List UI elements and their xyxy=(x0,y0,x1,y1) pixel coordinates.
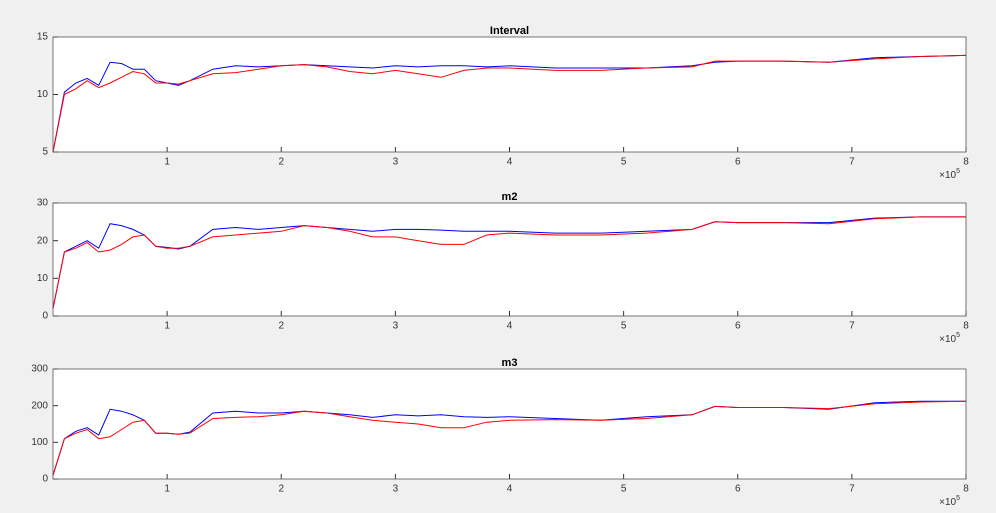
x-tick-label: 6 xyxy=(735,484,741,495)
y-tick-label: 15 xyxy=(37,32,49,43)
x-tick-label: 1 xyxy=(164,321,170,332)
x-tick-label: 5 xyxy=(621,321,627,332)
x-tick-label: 4 xyxy=(507,321,513,332)
x-tick-label: 8 xyxy=(963,484,969,495)
y-tick-label: 100 xyxy=(31,437,48,448)
chart-title: m2 xyxy=(502,191,518,203)
plot-area xyxy=(53,203,966,316)
x-tick-label: 3 xyxy=(393,321,399,332)
plot-area xyxy=(53,369,966,479)
x-tick-label: 1 xyxy=(164,157,170,168)
x-multiplier-base: ×10 xyxy=(939,334,956,345)
y-tick-label: 10 xyxy=(37,89,49,100)
x-tick-label: 8 xyxy=(963,321,969,332)
x-multiplier-exponent: 5 xyxy=(956,168,960,175)
plot-area xyxy=(53,37,966,152)
y-tick-label: 0 xyxy=(42,311,48,322)
x-tick-label: 3 xyxy=(393,157,399,168)
x-tick-label: 6 xyxy=(735,321,741,332)
y-tick-label: 10 xyxy=(37,273,49,284)
x-tick-label: 2 xyxy=(278,157,284,168)
x-tick-label: 4 xyxy=(507,484,513,495)
x-tick-label: 5 xyxy=(621,484,627,495)
x-multiplier-base: ×10 xyxy=(939,170,956,181)
y-tick-label: 30 xyxy=(37,198,49,209)
figure: 5101512345678Interval×105010203012345678… xyxy=(0,0,996,513)
chart-title: m3 xyxy=(502,357,518,369)
y-tick-label: 200 xyxy=(31,400,48,411)
x-tick-label: 3 xyxy=(393,484,399,495)
y-tick-label: 5 xyxy=(42,147,48,158)
x-tick-label: 2 xyxy=(278,484,284,495)
y-tick-label: 0 xyxy=(42,474,48,485)
x-tick-label: 4 xyxy=(507,157,513,168)
x-tick-label: 6 xyxy=(735,157,741,168)
y-tick-label: 20 xyxy=(37,235,49,246)
x-tick-label: 7 xyxy=(849,484,855,495)
y-tick-label: 300 xyxy=(31,364,48,375)
x-multiplier-exponent: 5 xyxy=(956,495,960,502)
x-tick-label: 2 xyxy=(278,321,284,332)
x-tick-label: 8 xyxy=(963,157,969,168)
chart-title: Interval xyxy=(490,25,529,37)
x-tick-label: 5 xyxy=(621,157,627,168)
x-tick-label: 7 xyxy=(849,321,855,332)
x-tick-label: 7 xyxy=(849,157,855,168)
x-tick-label: 1 xyxy=(164,484,170,495)
x-multiplier-exponent: 5 xyxy=(956,332,960,339)
x-multiplier-base: ×10 xyxy=(939,497,956,508)
